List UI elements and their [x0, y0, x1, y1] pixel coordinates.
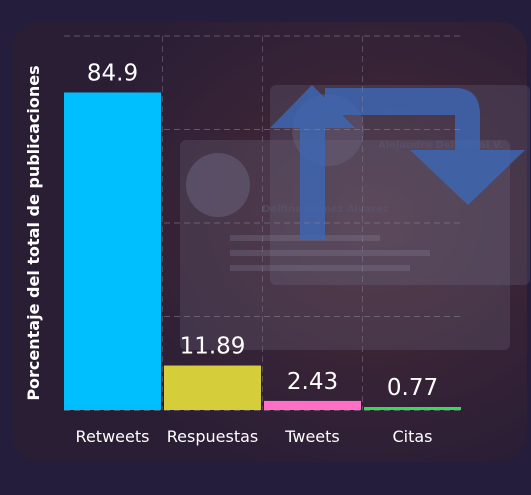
category-labels: Retweets Respuestas Tweets Citas	[76, 427, 433, 446]
bar-respuestas	[164, 365, 261, 410]
value-label-retweets: 84.9	[87, 60, 138, 86]
value-label-respuestas: 11.89	[180, 334, 246, 360]
category-label-respuestas: Respuestas	[167, 427, 258, 446]
category-label-tweets: Tweets	[284, 427, 340, 446]
bar-tweets	[264, 400, 361, 410]
watermark-name-1: Alejandra Del Moral V.	[378, 140, 503, 151]
watermark-name-2: Delfina Gómez Álvarez	[262, 202, 389, 215]
bars	[64, 92, 461, 410]
avatar-circle	[186, 153, 250, 217]
category-label-retweets: Retweets	[76, 427, 150, 446]
tweet-card-front	[180, 140, 510, 350]
category-label-citas: Citas	[392, 427, 432, 446]
bar-citas	[364, 407, 461, 410]
retweet-icon	[270, 85, 525, 240]
y-axis-title: Porcentaje del total de publicaciones	[24, 65, 43, 400]
value-label-citas: 0.77	[387, 375, 438, 401]
grid-lines	[64, 35, 463, 411]
bar-retweets	[64, 92, 161, 410]
value-labels: 84.9 11.89 2.43 0.77	[87, 60, 438, 401]
value-label-tweets: 2.43	[287, 369, 338, 395]
